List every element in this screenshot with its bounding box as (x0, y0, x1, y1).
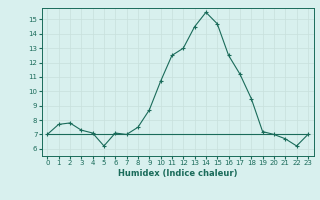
X-axis label: Humidex (Indice chaleur): Humidex (Indice chaleur) (118, 169, 237, 178)
